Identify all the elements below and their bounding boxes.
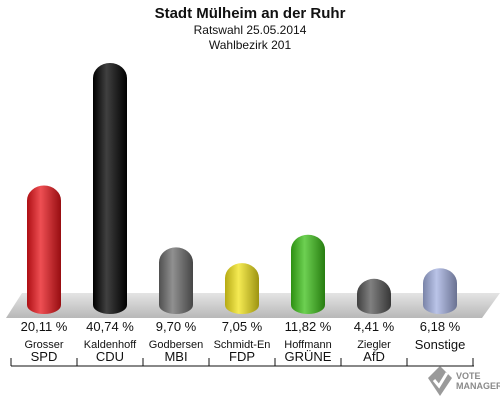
candidate-label: Kaldenhoff	[84, 339, 137, 351]
value-label: 20,11 %	[21, 319, 68, 334]
party-label: MBI	[164, 349, 187, 364]
vote-manager-logo: VOTE MANAGER	[426, 364, 500, 400]
candidate-label: Ziegler	[357, 339, 391, 351]
value-label: 7,05 %	[222, 319, 263, 334]
value-label: 9,70 %	[156, 319, 197, 334]
party-label: Sonstige	[415, 337, 466, 352]
chart-subtitle-date: Ratswahl 25.05.2014	[193, 23, 307, 37]
candidate-label: Grosser	[24, 339, 63, 351]
bar-afd	[357, 278, 391, 314]
candidate-label: Hoffmann	[284, 339, 332, 351]
bar-fdp	[225, 263, 259, 314]
bar-cdu	[93, 63, 127, 314]
value-label: 6,18 %	[420, 319, 461, 334]
bar-mbi	[159, 247, 193, 314]
label-bracket-lines	[10, 358, 474, 367]
chart-subtitle-district: Wahlbezirk 201	[208, 38, 292, 52]
party-label: CDU	[96, 349, 124, 364]
party-label: SPD	[31, 349, 58, 364]
chart-title: Stadt Mülheim an der Ruhr	[154, 5, 346, 22]
value-label: 40,74 %	[86, 319, 134, 334]
vote-manager-logo-icon	[428, 366, 452, 396]
vote-manager-logo-text: VOTE MANAGER	[456, 371, 500, 391]
bar-sonstige	[423, 268, 457, 314]
bar-spd	[27, 185, 61, 314]
value-label: 11,82 %	[285, 319, 332, 334]
chart-header: Stadt Mülheim an der Ruhr Ratswahl 25.05…	[0, 5, 500, 53]
party-label: GRÜNE	[285, 349, 332, 364]
value-label: 4,41 %	[354, 319, 395, 334]
bar-grüne	[291, 234, 325, 314]
party-label: AfD	[363, 349, 385, 364]
party-label: FDP	[229, 349, 255, 364]
candidate-label: Schmidt-En	[214, 339, 271, 351]
candidate-label: Godbersen	[149, 339, 203, 351]
